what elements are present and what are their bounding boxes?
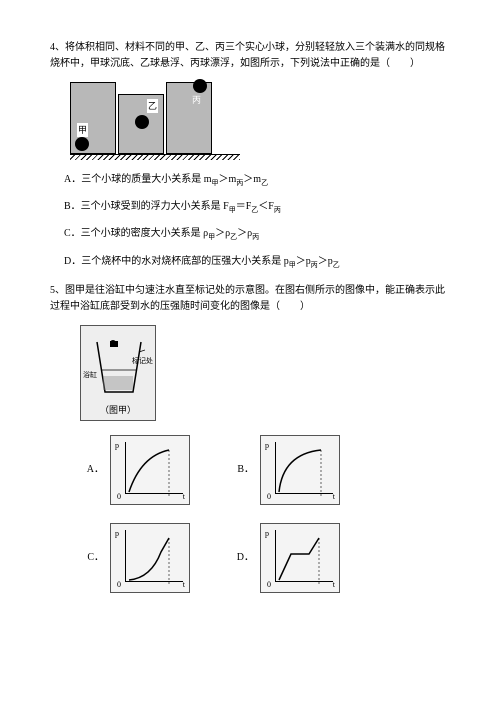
q4-text: 将体积相同、材料不同的甲、乙、丙三个实心小球，分别轻轻放入三个装满水的同规格烧杯… xyxy=(50,42,445,69)
label-a: A． xyxy=(70,462,110,478)
q4-option-b[interactable]: B．三个小球受到的浮力大小关系是 F甲＝F乙＜F丙 xyxy=(64,199,450,216)
q4-number: 4、 xyxy=(50,42,65,53)
ground-hatch xyxy=(70,154,240,160)
q4-option-a[interactable]: A．三个小球的质量大小关系是 m甲＞m丙＞m乙 xyxy=(64,172,450,189)
curve-a-svg xyxy=(111,436,191,506)
graph-b[interactable]: p 0 t xyxy=(260,435,340,505)
q4-options: A．三个小球的质量大小关系是 m甲＞m丙＞m乙 B．三个小球受到的浮力大小关系是… xyxy=(64,172,450,271)
curve-c-svg xyxy=(111,524,191,594)
graph-d[interactable]: p 0 t xyxy=(260,523,340,593)
graph-c[interactable]: p 0 t xyxy=(110,523,190,593)
q5-number: 5、 xyxy=(50,285,65,296)
ball-bing xyxy=(193,79,207,93)
label-d: D． xyxy=(220,550,260,566)
q5-stem: 5、图甲是往浴缸中匀速注水直至标记处的示意图。在图右侧所示的图像中，能正确表示此… xyxy=(50,283,450,315)
tank-svg xyxy=(93,340,145,396)
tank-right-label: 标记处 xyxy=(132,356,153,367)
q4-option-d[interactable]: D．三个烧杯中的水对烧杯底部的压强大小关系是 p甲＞p丙＞p乙 xyxy=(64,254,450,271)
beaker-row: 甲 乙 丙 xyxy=(70,82,450,154)
beaker-yi: 乙 xyxy=(118,94,164,154)
label-b: B． xyxy=(220,462,260,478)
graph-options: A． p 0 t B． p 0 t C． p 0 t D． p xyxy=(70,435,450,593)
question-4: 4、将体积相同、材料不同的甲、乙、丙三个实心小球，分别轻轻放入三个装满水的同规格… xyxy=(50,40,450,271)
question-5: 5、图甲是往浴缸中匀速注水直至标记处的示意图。在图右侧所示的图像中，能正确表示此… xyxy=(50,283,450,593)
graph-a[interactable]: p 0 t xyxy=(110,435,190,505)
label-jia: 甲 xyxy=(77,123,88,137)
curve-d-svg xyxy=(261,524,341,594)
q4-option-c[interactable]: C．三个小球的密度大小关系是 ρ甲＞ρ乙＞ρ丙 xyxy=(64,226,450,243)
tank-diagram: 浴缸 标记处 （图甲） xyxy=(80,325,156,421)
beaker-bing: 丙 xyxy=(166,82,212,154)
q5-text: 图甲是往浴缸中匀速注水直至标记处的示意图。在图右侧所示的图像中，能正确表示此过程… xyxy=(50,285,445,312)
curve-b-svg xyxy=(261,436,341,506)
label-bing: 丙 xyxy=(191,93,202,107)
q4-stem: 4、将体积相同、材料不同的甲、乙、丙三个实心小球，分别轻轻放入三个装满水的同规格… xyxy=(50,40,450,72)
q4-diagram: 甲 乙 丙 xyxy=(70,82,450,160)
beaker-jia: 甲 xyxy=(70,82,116,154)
label-c: C． xyxy=(70,550,110,566)
label-yi: 乙 xyxy=(147,99,158,113)
ball-yi xyxy=(135,115,149,129)
tank-left-label: 浴缸 xyxy=(83,370,97,381)
ball-jia xyxy=(75,137,89,151)
tank-caption: （图甲） xyxy=(81,403,155,417)
